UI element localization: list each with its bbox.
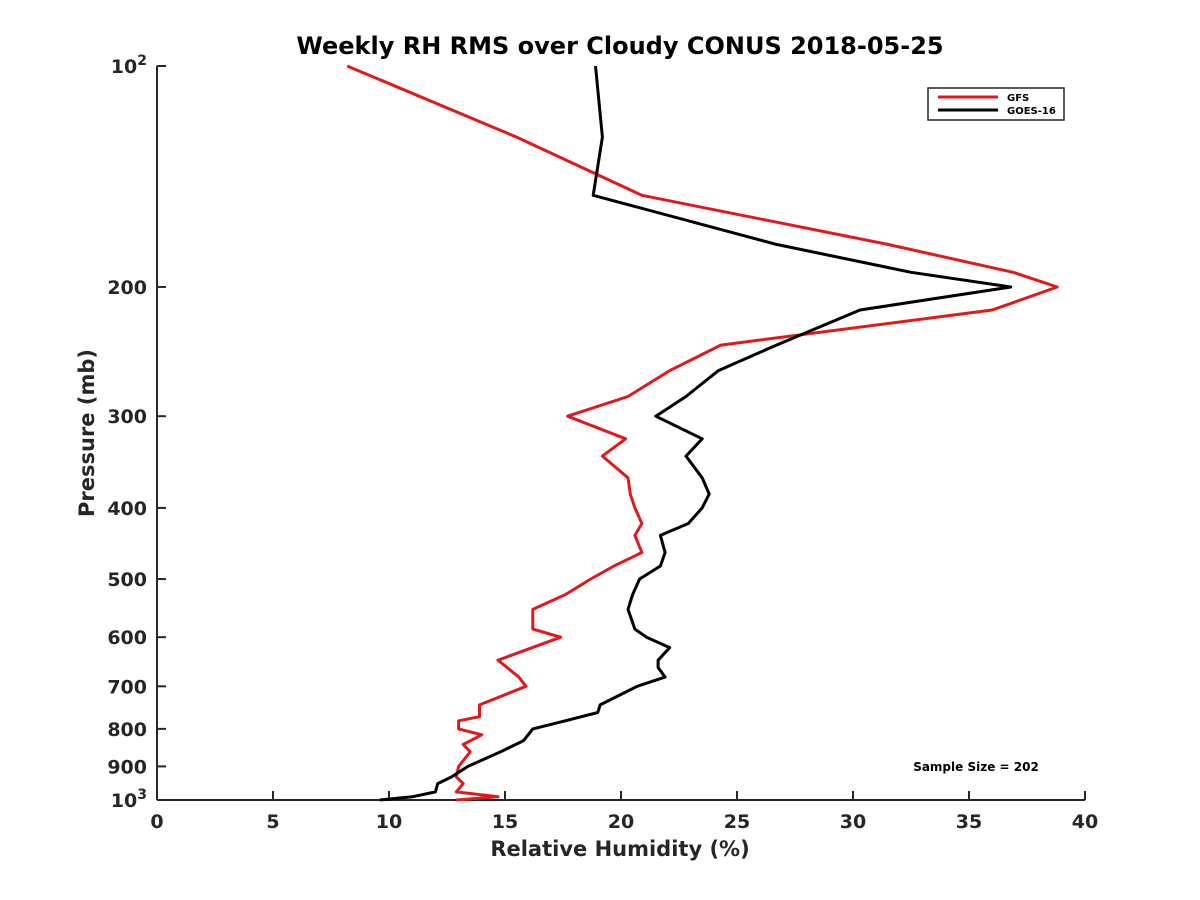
y-tick-label: 900 — [107, 756, 147, 778]
legend: GFS GOES-16 — [927, 87, 1065, 121]
legend-box — [927, 87, 1065, 121]
x-tick-label: 40 — [1072, 811, 1098, 833]
y-axis-label: Pressure (mb) — [75, 349, 99, 517]
x-tick-label: 5 — [266, 811, 279, 833]
series-line-gfs — [346, 64, 1059, 802]
legend-label: GOES-16 — [1007, 106, 1056, 117]
x-tick-label: 30 — [840, 811, 866, 833]
series-line-goes-16 — [379, 65, 1013, 802]
y-tick-label: 103 — [111, 787, 147, 812]
x-tick-label: 20 — [608, 811, 634, 833]
y-tick-label: 102 — [111, 53, 147, 78]
series-layer — [346, 64, 1059, 802]
x-axis-label: Relative Humidity (%) — [490, 837, 749, 861]
y-tick-label: 400 — [107, 498, 147, 520]
y-tick-label: 800 — [107, 719, 147, 741]
plot-axes: 0 5 10 15 20 25 30 35 40 102 200 300 400 500 600 700 800… — [107, 53, 1098, 833]
x-tick-label: 15 — [492, 811, 518, 833]
x-tick-label: 25 — [724, 811, 750, 833]
legend-label: GFS — [1007, 93, 1029, 104]
chart-title: Weekly RH RMS over Cloudy CONUS 2018-05-… — [296, 32, 943, 60]
y-tick-label: 200 — [107, 277, 147, 299]
y-tick-label: 300 — [107, 406, 147, 428]
sample-size-annotation: Sample Size = 202 — [913, 760, 1039, 774]
y-tick-label: 500 — [107, 569, 147, 591]
x-tick-label: 35 — [956, 811, 982, 833]
x-tick-label: 10 — [376, 811, 402, 833]
y-tick-label: 700 — [107, 676, 147, 698]
x-tick-label: 0 — [150, 811, 163, 833]
y-tick-label: 600 — [107, 627, 147, 649]
